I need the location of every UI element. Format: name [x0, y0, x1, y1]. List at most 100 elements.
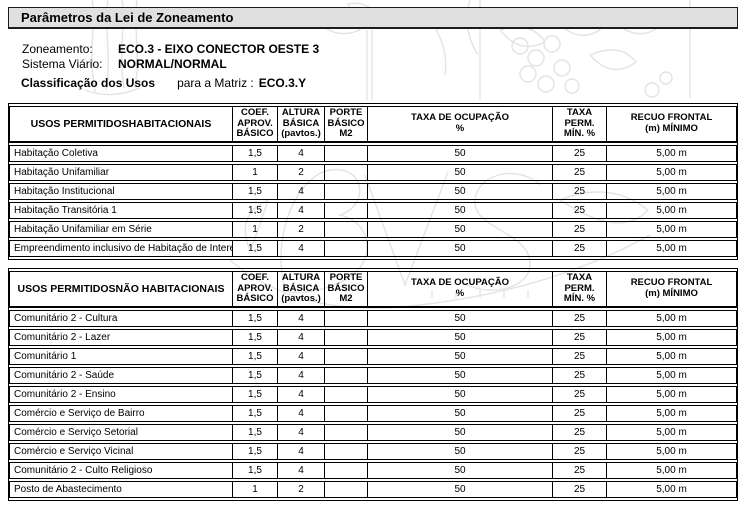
taxa-perm-cell: 25 [553, 423, 607, 441]
uso-cell: Comunitário 2 - Culto Religioso [9, 461, 233, 479]
altura-cell: 2 [278, 480, 325, 498]
taxa-perm-cell: 25 [553, 163, 607, 181]
taxa-perm-cell: 25 [553, 385, 607, 403]
zoneamento-value: ECO.3 - EIXO CONECTOR OESTE 3 [118, 42, 320, 56]
sistema-viario-value: NORMAL/NORMAL [118, 57, 227, 71]
col-header-taxa-perm: TAXA PERM. MÍN. % [553, 106, 607, 143]
altura-cell: 4 [278, 442, 325, 460]
coef-cell: 1,5 [233, 366, 278, 384]
uso-cell: Comunitário 1 [9, 347, 233, 365]
table-row: Comércio e Serviço Setorial 1,5 4 50 25 … [9, 423, 737, 441]
taxa-ocupacao-cell: 50 [368, 442, 553, 460]
col-header-recuo: RECUO FRONTAL (m) MÍNIMO [607, 271, 737, 308]
coef-cell: 1,5 [233, 239, 278, 257]
table-row: Comunitário 2 - Ensino 1,5 4 50 25 5,00 … [9, 385, 737, 403]
uso-cell: Comunitário 2 - Cultura [9, 309, 233, 327]
taxa-ocupacao-cell: 50 [368, 347, 553, 365]
altura-cell: 4 [278, 328, 325, 346]
uso-cell: Comércio e Serviço Setorial [9, 423, 233, 441]
table-row: Habitação Transitória 1 1,5 4 50 25 5,00… [9, 201, 737, 219]
taxa-ocupacao-cell: 50 [368, 144, 553, 162]
porte-cell [325, 442, 368, 460]
altura-cell: 4 [278, 182, 325, 200]
altura-cell: 4 [278, 461, 325, 479]
col-header-coef: COEF. APROV. BÁSICO [233, 271, 278, 308]
taxa-ocupacao-cell: 50 [368, 201, 553, 219]
table-row: Comércio e Serviço Vicinal 1,5 4 50 25 5… [9, 442, 737, 460]
taxa-perm-cell: 25 [553, 347, 607, 365]
taxa-ocupacao-cell: 50 [368, 182, 553, 200]
uso-cell: Habitação Coletiva [9, 144, 233, 162]
recuo-cell: 5,00 m [607, 366, 737, 384]
altura-cell: 4 [278, 423, 325, 441]
taxa-ocupacao-cell: 50 [368, 480, 553, 498]
uso-cell: Comunitário 2 - Saúde [9, 366, 233, 384]
altura-cell: 4 [278, 366, 325, 384]
zoneamento-label: Zoneamento: [22, 42, 93, 56]
recuo-cell: 5,00 m [607, 201, 737, 219]
taxa-perm-cell: 25 [553, 442, 607, 460]
taxa-perm-cell: 25 [553, 461, 607, 479]
taxa-ocupacao-cell: 50 [368, 404, 553, 422]
recuo-cell: 5,00 m [607, 347, 737, 365]
sistema-viario-row: Sistema Viário: NORMAL/NORMAL [22, 57, 227, 71]
coef-cell: 1,5 [233, 423, 278, 441]
habitacionais-table: USOS PERMITIDOSHABITACIONAIS COEF. APROV… [8, 103, 738, 260]
altura-cell: 4 [278, 385, 325, 403]
recuo-cell: 5,00 m [607, 239, 737, 257]
taxa-perm-cell: 25 [553, 328, 607, 346]
recuo-cell: 5,00 m [607, 423, 737, 441]
taxa-ocupacao-cell: 50 [368, 220, 553, 238]
col-header-altura: ALTURA BÁSICA (pavtos.) [278, 271, 325, 308]
uso-cell: Comunitário 2 - Lazer [9, 328, 233, 346]
coef-cell: 1,5 [233, 309, 278, 327]
recuo-cell: 5,00 m [607, 461, 737, 479]
taxa-ocupacao-cell: 50 [368, 328, 553, 346]
uso-cell: Habitação Unifamiliar [9, 163, 233, 181]
porte-cell [325, 201, 368, 219]
taxa-perm-cell: 25 [553, 201, 607, 219]
porte-cell [325, 366, 368, 384]
table-row: Comunitário 2 - Saúde 1,5 4 50 25 5,00 m [9, 366, 737, 384]
col-header-taxa-ocupacao: TAXA DE OCUPAÇÃO % [368, 106, 553, 143]
porte-cell [325, 239, 368, 257]
recuo-cell: 5,00 m [607, 480, 737, 498]
recuo-cell: 5,00 m [607, 144, 737, 162]
coef-cell: 1 [233, 220, 278, 238]
porte-cell [325, 385, 368, 403]
classificacao-row: Classificação dos Usos para a Matriz : E… [21, 76, 306, 90]
uso-cell: Posto de Abastecimento [9, 480, 233, 498]
taxa-perm-cell: 25 [553, 480, 607, 498]
uso-cell: Comércio e Serviço Vicinal [9, 442, 233, 460]
porte-cell [325, 328, 368, 346]
col-header-altura: ALTURA BÁSICA (pavtos.) [278, 106, 325, 143]
porte-cell [325, 220, 368, 238]
table-row: Comércio e Serviço de Bairro 1,5 4 50 25… [9, 404, 737, 422]
altura-cell: 4 [278, 201, 325, 219]
altura-cell: 4 [278, 144, 325, 162]
taxa-ocupacao-cell: 50 [368, 461, 553, 479]
porte-cell [325, 480, 368, 498]
uso-cell: Habitação Institucional [9, 182, 233, 200]
porte-cell [325, 182, 368, 200]
taxa-perm-cell: 25 [553, 182, 607, 200]
coef-cell: 1,5 [233, 404, 278, 422]
taxa-ocupacao-cell: 50 [368, 385, 553, 403]
uso-cell: Comunitário 2 - Ensino [9, 385, 233, 403]
taxa-ocupacao-cell: 50 [368, 239, 553, 257]
uso-cell: Habitação Unifamiliar em Série [9, 220, 233, 238]
col-header-recuo: RECUO FRONTAL (m) MÍNIMO [607, 106, 737, 143]
coef-cell: 1,5 [233, 328, 278, 346]
col-header-taxa-perm: TAXA PERM. MÍN. % [553, 271, 607, 308]
recuo-cell: 5,00 m [607, 182, 737, 200]
table-header-row: USOS PERMITIDOSHABITACIONAIS COEF. APROV… [9, 106, 737, 143]
report-title-bar: Parâmetros da Lei de Zoneamento [8, 7, 738, 29]
nao-habitacionais-table: USOS PERMITIDOSNÃO HABITACIONAIS COEF. A… [8, 268, 738, 501]
zoneamento-row: Zoneamento: ECO.3 - EIXO CONECTOR OESTE … [22, 42, 319, 56]
table-row: Comunitário 2 - Lazer 1,5 4 50 25 5,00 m [9, 328, 737, 346]
recuo-cell: 5,00 m [607, 404, 737, 422]
porte-cell [325, 404, 368, 422]
altura-cell: 4 [278, 404, 325, 422]
table-row: Comunitário 2 - Cultura 1,5 4 50 25 5,00… [9, 309, 737, 327]
porte-cell [325, 144, 368, 162]
